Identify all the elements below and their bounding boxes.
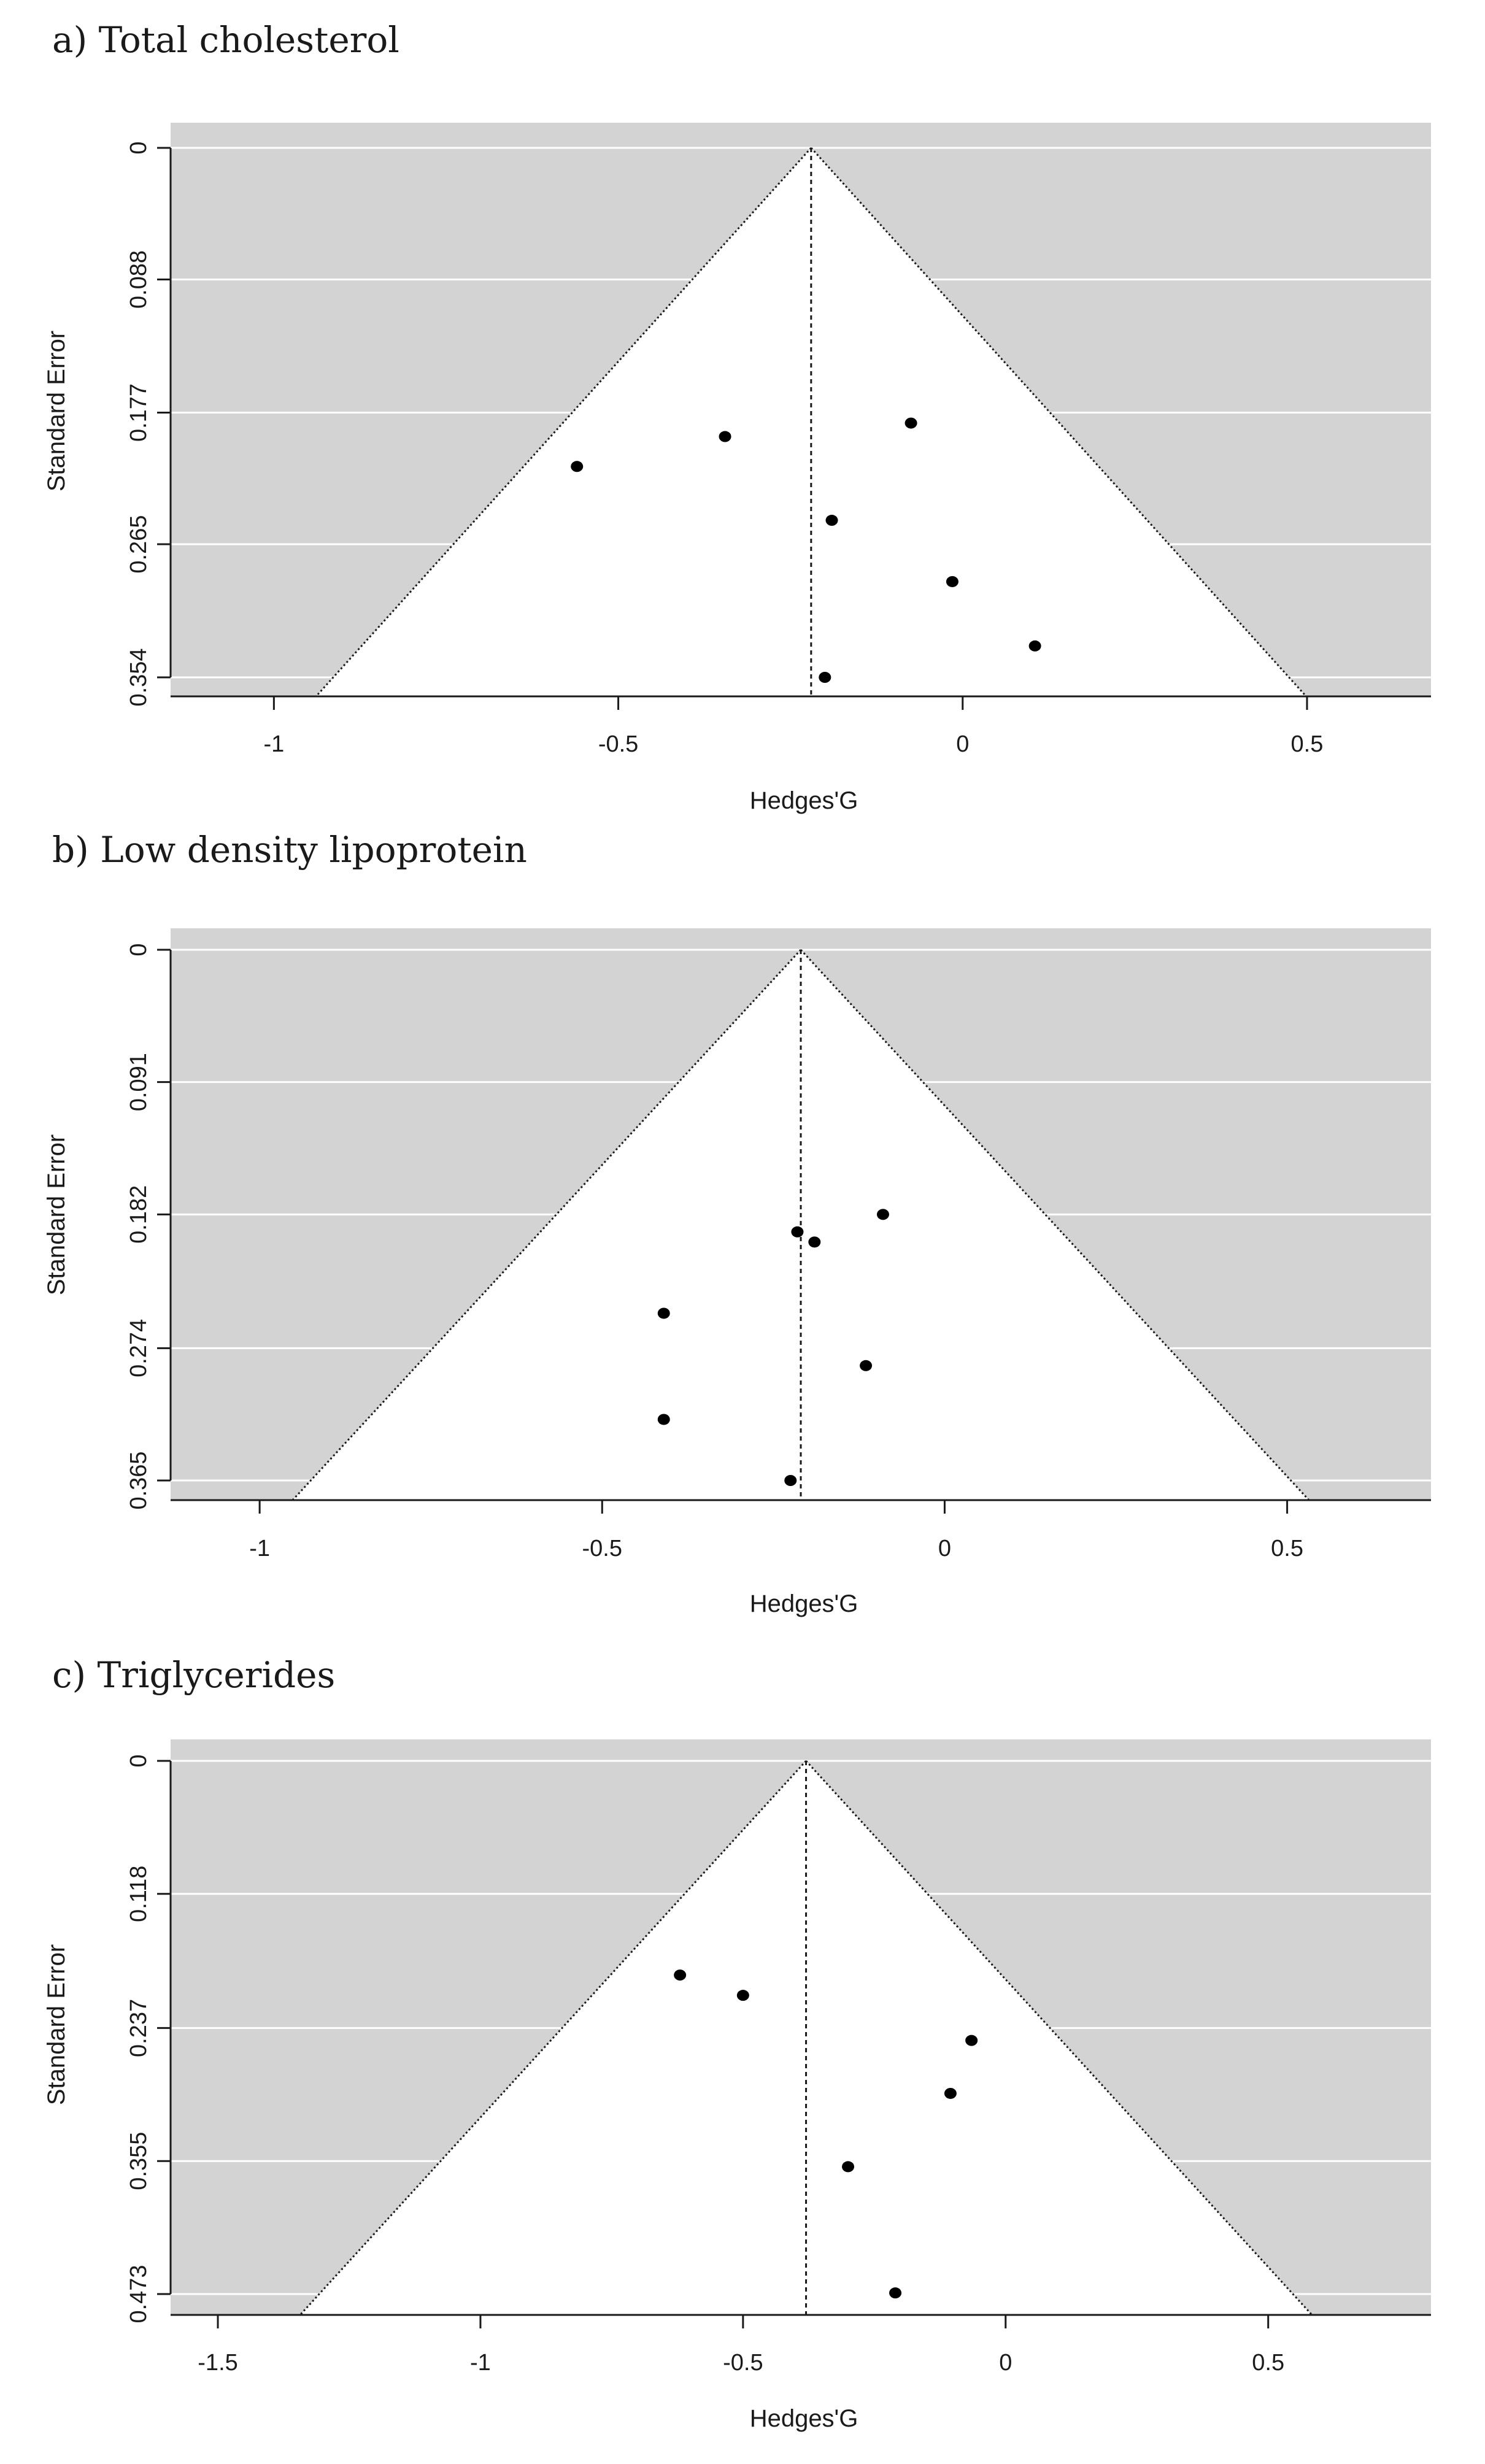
x-tick-label: -0.5 bbox=[582, 1536, 622, 1561]
study-point bbox=[825, 515, 838, 526]
x-tick-label: 0.5 bbox=[1291, 731, 1324, 757]
x-tick-label: 0 bbox=[956, 731, 969, 757]
x-tick-label: -1 bbox=[249, 1536, 270, 1561]
x-tick-label: 0 bbox=[938, 1536, 951, 1561]
panel-1: a) Total cholesterol 0 0.088 0.177 0.265 0.35… bbox=[43, 19, 1431, 814]
funnel-left-limit bbox=[291, 949, 802, 1500]
y-tick-label: 0.177 bbox=[126, 383, 152, 442]
funnel-clip-group bbox=[291, 949, 1310, 1500]
study-point bbox=[819, 672, 831, 683]
study-point bbox=[946, 576, 958, 587]
panel-3: c) Triglycerides 0 0.118 0.237 0.355 0.473 -1.… bbox=[43, 1654, 1431, 2432]
y-tick-label: 0.365 bbox=[126, 1451, 152, 1509]
study-point bbox=[719, 431, 731, 442]
x-tick-label: 0 bbox=[999, 2350, 1012, 2376]
funnel-left-limit bbox=[299, 1760, 807, 2315]
funnel-left-limit bbox=[315, 147, 812, 696]
y-tick-label: 0 bbox=[126, 943, 152, 956]
x-tick-label: 0.5 bbox=[1252, 2350, 1284, 2376]
y-tick-label: 0.091 bbox=[126, 1053, 152, 1111]
study-point bbox=[674, 1969, 687, 1981]
study-point bbox=[944, 2087, 957, 2099]
study-point bbox=[904, 417, 917, 429]
funnel-region bbox=[300, 1761, 1313, 2315]
study-point bbox=[1028, 640, 1041, 652]
x-tick-label: 0.5 bbox=[1271, 1536, 1303, 1561]
study-point bbox=[808, 1236, 821, 1248]
panel-title: b) Low density lipoprotein bbox=[52, 829, 527, 871]
study-point bbox=[965, 2035, 978, 2046]
y-tick-label: 0.237 bbox=[126, 1999, 152, 2057]
funnel-clip-group bbox=[299, 1760, 1313, 2315]
panel-title: c) Triglycerides bbox=[52, 1654, 335, 1696]
x-tick-label: -1 bbox=[263, 731, 284, 757]
study-point bbox=[889, 2287, 902, 2299]
x-tick-label: -1.5 bbox=[198, 2350, 237, 2376]
y-tick-label: 0 bbox=[126, 141, 152, 154]
y-tick-label: 0.182 bbox=[126, 1185, 152, 1244]
y-axis-title: Standard Error bbox=[43, 1134, 70, 1295]
x-tick-label: -0.5 bbox=[598, 731, 638, 757]
x-axis-title: Hedges'G bbox=[750, 2405, 858, 2432]
study-point bbox=[842, 2161, 855, 2173]
panel-2: b) Low density lipoprotein 0 0.091 0.182 0.2… bbox=[43, 829, 1431, 1617]
y-tick-label: 0 bbox=[126, 1754, 152, 1767]
panel-title: a) Total cholesterol bbox=[52, 19, 399, 61]
y-tick-label: 0.118 bbox=[126, 1866, 152, 1922]
y-tick-label: 0.274 bbox=[126, 1319, 152, 1377]
x-axis-title: Hedges'G bbox=[750, 787, 858, 814]
funnel-right-limit bbox=[800, 949, 1310, 1500]
y-axis-title: Standard Error bbox=[43, 1944, 70, 2105]
study-point bbox=[791, 1226, 804, 1238]
x-tick-label: -0.5 bbox=[723, 2350, 763, 2376]
x-axis-title: Hedges'G bbox=[750, 1590, 858, 1617]
y-tick-label: 0.265 bbox=[126, 515, 152, 573]
y-tick-label: 0.355 bbox=[126, 2132, 152, 2190]
study-point bbox=[657, 1307, 670, 1319]
funnel-clip-group bbox=[315, 147, 1307, 696]
study-point bbox=[784, 1475, 797, 1486]
y-axis-title: Standard Error bbox=[43, 331, 70, 491]
y-tick-label: 0.354 bbox=[126, 648, 152, 706]
study-point bbox=[876, 1209, 889, 1220]
y-tick-label: 0.473 bbox=[126, 2265, 152, 2323]
study-point bbox=[657, 1414, 670, 1425]
funnel-right-limit bbox=[805, 1760, 1313, 2315]
study-point bbox=[860, 1360, 873, 1371]
y-tick-label: 0.088 bbox=[126, 250, 152, 309]
funnel-right-limit bbox=[810, 147, 1307, 696]
study-point bbox=[736, 1990, 749, 2001]
x-tick-label: -1 bbox=[470, 2350, 491, 2376]
study-point bbox=[571, 461, 584, 472]
